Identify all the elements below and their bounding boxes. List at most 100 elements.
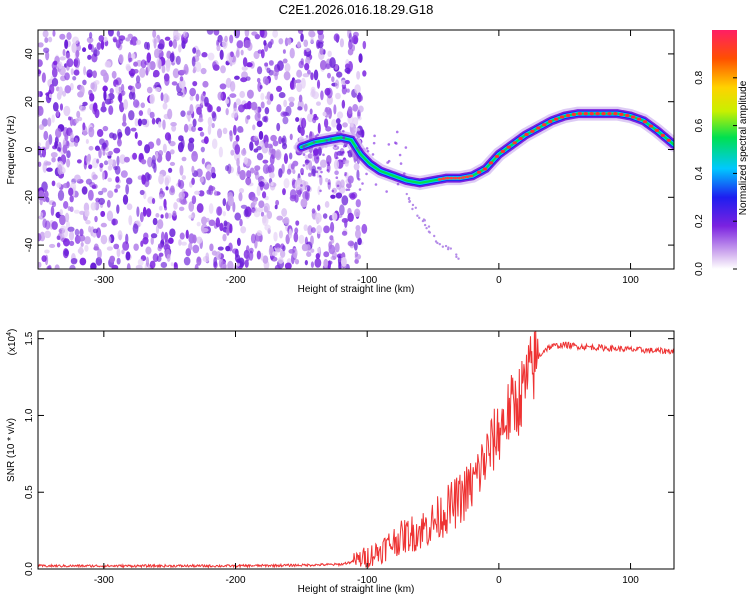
noise-speckle xyxy=(293,79,297,84)
noise-speckle xyxy=(245,76,251,81)
noise-speckle xyxy=(356,70,361,80)
noise-speckle xyxy=(336,150,344,156)
noise-speckle xyxy=(141,118,148,126)
noise-speckle xyxy=(241,66,248,71)
noise-speckle xyxy=(276,215,284,221)
snr-y-label: SNR (10 * v/v) xyxy=(6,418,17,482)
noise-speckle xyxy=(201,52,208,58)
noise-speckle xyxy=(69,264,76,269)
noise-speckle xyxy=(334,170,339,176)
noise-speckle xyxy=(92,183,98,189)
noise-speckle xyxy=(123,156,130,163)
noise-speckle xyxy=(165,150,172,162)
noise-speckle xyxy=(115,84,119,94)
noise-speckle xyxy=(158,173,164,185)
noise-speckle xyxy=(280,243,285,250)
noise-speckle xyxy=(192,81,198,87)
noise-speckle xyxy=(149,260,156,269)
spectrogram-y-tick-label: 40 xyxy=(24,48,35,60)
noise-speckle xyxy=(133,243,139,251)
secondary-track-point xyxy=(433,234,436,238)
ridge-scatter xyxy=(336,184,340,188)
noise-speckle xyxy=(279,249,286,258)
noise-speckle xyxy=(238,188,245,194)
noise-speckle xyxy=(216,206,223,216)
noise-speckle xyxy=(282,116,289,125)
noise-speckle xyxy=(101,187,108,193)
noise-speckle xyxy=(246,170,252,179)
noise-speckle xyxy=(316,167,320,179)
noise-speckle xyxy=(46,167,53,172)
noise-speckle xyxy=(128,91,134,100)
noise-speckle xyxy=(183,123,189,133)
noise-speckle xyxy=(262,116,268,122)
noise-speckle xyxy=(262,255,269,264)
noise-speckle xyxy=(327,260,332,269)
noise-speckle xyxy=(240,127,244,133)
noise-speckle xyxy=(309,108,313,115)
noise-speckle xyxy=(172,68,180,79)
noise-speckle xyxy=(126,65,132,72)
noise-speckle xyxy=(172,39,178,49)
snr-y-axis: 0.0 0.5 1.0 1.5 xyxy=(24,331,674,576)
noise-speckle xyxy=(171,81,178,86)
ridge-peak xyxy=(595,112,600,116)
noise-speckle xyxy=(59,103,64,111)
ridge-peak xyxy=(488,161,494,165)
noise-speckle xyxy=(49,84,55,95)
noise-speckle xyxy=(129,39,133,45)
noise-speckle xyxy=(348,32,353,43)
noise-speckle xyxy=(310,227,316,234)
noise-speckle xyxy=(307,113,314,123)
noise-speckle xyxy=(310,35,314,44)
spectrogram-x-axis: -300 -200 -100 0 100 xyxy=(94,30,639,286)
noise-speckle xyxy=(70,257,78,265)
ridge-peak xyxy=(469,174,474,178)
noise-speckle xyxy=(74,58,79,66)
noise-speckle xyxy=(339,204,345,216)
noise-speckle xyxy=(335,92,341,100)
noise-speckle xyxy=(164,132,172,141)
noise-speckle xyxy=(296,82,303,93)
noise-speckle xyxy=(56,109,60,117)
noise-speckle xyxy=(307,225,313,236)
noise-speckle xyxy=(38,142,42,147)
noise-speckle xyxy=(107,30,114,37)
noise-speckle xyxy=(83,66,87,76)
noise-speckle xyxy=(76,110,81,119)
ridge-scatter xyxy=(313,173,316,177)
ridge-peak xyxy=(506,145,511,149)
noise-speckle xyxy=(185,229,189,239)
noise-speckle xyxy=(178,239,182,246)
noise-speckle xyxy=(139,211,144,223)
noise-speckle xyxy=(64,85,72,94)
noise-speckle xyxy=(42,30,49,38)
noise-speckle xyxy=(169,161,176,166)
noise-speckle xyxy=(249,141,254,151)
noise-speckle xyxy=(349,193,356,200)
noise-speckle xyxy=(42,218,48,229)
noise-speckle xyxy=(358,53,363,63)
ridge-scatter xyxy=(342,136,346,140)
noise-speckle xyxy=(113,243,120,250)
noise-speckle xyxy=(106,199,111,208)
noise-speckle xyxy=(352,103,359,112)
noise-speckle xyxy=(327,50,332,58)
noise-speckle xyxy=(173,202,178,210)
noise-speckle xyxy=(48,93,53,99)
ridge-scatter xyxy=(342,145,346,148)
noise-speckle xyxy=(323,118,329,128)
noise-speckle xyxy=(63,249,69,257)
noise-speckle xyxy=(82,47,87,53)
noise-speckle xyxy=(276,104,282,113)
noise-speckle xyxy=(253,50,260,60)
snr-y-tick-label: 0.0 xyxy=(24,562,35,576)
noise-speckle xyxy=(85,219,91,225)
noise-speckle xyxy=(341,230,348,236)
noise-speckle xyxy=(269,172,275,179)
noise-speckle xyxy=(288,152,293,160)
noise-speckle xyxy=(227,163,232,175)
noise-speckle xyxy=(341,99,346,109)
noise-speckle xyxy=(80,242,84,247)
noise-speckle xyxy=(254,165,261,171)
